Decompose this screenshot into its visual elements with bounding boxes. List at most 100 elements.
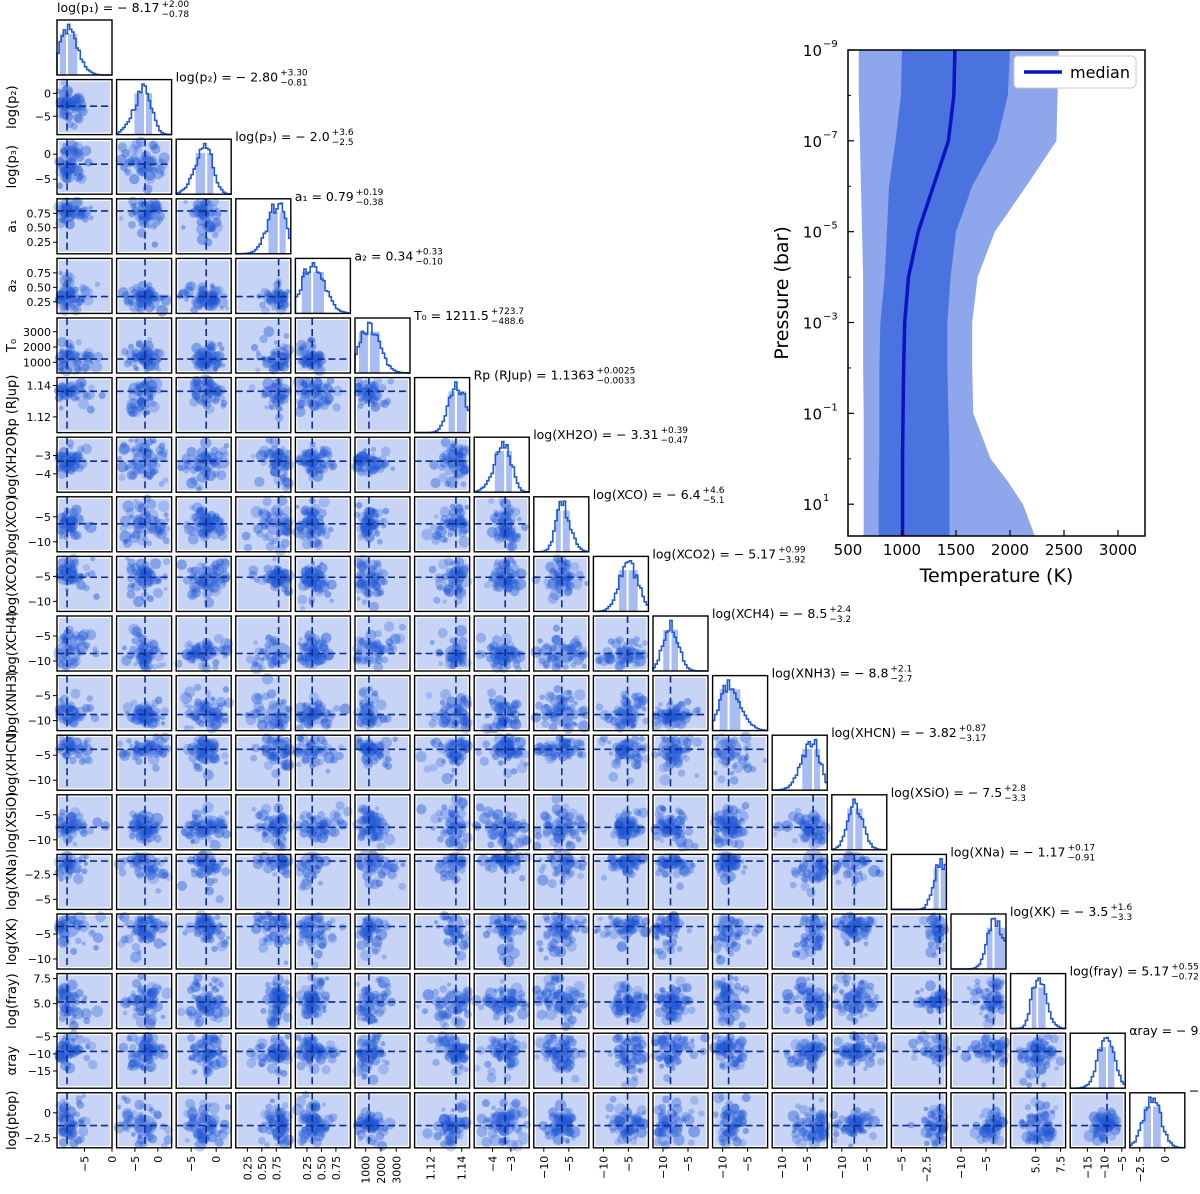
sample-blob (62, 142, 68, 148)
sample-blob (544, 691, 556, 702)
sample-blob (253, 640, 259, 645)
y-tick-label: 3000 (23, 326, 51, 339)
sample-blob (186, 281, 197, 292)
sample-blob (191, 809, 202, 819)
sample-blob (78, 382, 84, 389)
sample-blob (158, 447, 168, 458)
contour-T0-Rp (353, 376, 411, 434)
sample-blob (274, 361, 285, 372)
sample-blob (243, 543, 253, 553)
density-core (199, 352, 214, 366)
sample-blob (88, 360, 94, 365)
sample-blob (147, 595, 154, 603)
sample-blob (153, 364, 160, 371)
y-tick-label: 1.12 (27, 411, 52, 424)
sample-blob (487, 497, 495, 504)
sample-blob (70, 390, 82, 403)
sample-blob (116, 740, 124, 748)
contour-H2O-SiO (472, 794, 532, 853)
sample-blob (71, 207, 83, 219)
sample-blob (147, 721, 154, 728)
sample-blob (160, 294, 172, 306)
sample-blob (383, 833, 396, 846)
sample-blob (272, 297, 279, 303)
sample-blob (221, 363, 226, 368)
sample-blob (717, 775, 726, 784)
sample-blob (604, 653, 616, 665)
sample-blob (273, 340, 278, 345)
sample-blob (318, 496, 330, 508)
sample-blob (129, 153, 139, 162)
sample-blob (370, 446, 377, 453)
sample-blob (164, 517, 170, 522)
sample-blob (205, 365, 214, 374)
param-error-lower: −2.7 (890, 675, 912, 685)
contour-p2-SiO (115, 794, 173, 851)
sample-blob (312, 357, 319, 364)
sample-blob (126, 738, 132, 744)
sample-blob (148, 401, 160, 413)
sample-blob (633, 636, 640, 643)
sample-blob (130, 206, 140, 216)
y-tick-label: −5 (35, 110, 51, 123)
sample-blob (374, 806, 380, 811)
sample-blob (221, 829, 231, 839)
sample-blob (213, 208, 222, 217)
param-error-lower: −0.81 (280, 79, 308, 89)
sample-blob (75, 339, 82, 346)
y-axis-label: log(XHCN) (5, 729, 20, 796)
y-tick-label: 0.50 (27, 222, 52, 235)
sample-blob (66, 145, 78, 157)
contour-p1-HCN (54, 734, 113, 791)
sample-blob (60, 147, 68, 155)
panel-frame (294, 257, 352, 315)
sample-blob (357, 403, 364, 409)
sample-blob (357, 533, 365, 541)
sample-blob (127, 558, 136, 567)
density-background (118, 379, 170, 431)
sample-blob (153, 215, 163, 226)
sample-blob (272, 358, 278, 364)
panel-frame (354, 317, 411, 374)
y-tick-label: 1000 (23, 356, 51, 369)
param-error-upper: +3.30 (280, 69, 308, 79)
param-title-p3: log(p₃) = − 2.0 +3.6−2.5 (235, 128, 354, 148)
sample-blob (659, 774, 671, 786)
panel-frame (56, 198, 113, 255)
sample-blob (137, 287, 146, 296)
sample-blob (224, 810, 230, 816)
param-title-text: log(XH2O) = − 3.31 (533, 427, 658, 442)
sample-blob (160, 715, 166, 721)
sample-blob (192, 199, 204, 211)
contour-H2O-CO (473, 496, 530, 553)
sample-blob (183, 523, 195, 535)
contour-CH4-HCN (651, 733, 709, 791)
sample-blob (65, 157, 77, 169)
sample-blob (60, 100, 67, 107)
sample-blob (210, 696, 216, 702)
y-tick-label: 0.25 (27, 296, 52, 309)
sample-blob (198, 210, 206, 218)
sample-blob (161, 661, 167, 667)
sample-blob (356, 596, 361, 601)
sample-blob (332, 403, 341, 412)
sample-blob (561, 803, 570, 812)
sample-blob (88, 384, 95, 392)
sample-blob (327, 526, 334, 533)
sample-blob (79, 283, 87, 292)
sample-blob (191, 658, 196, 664)
sample-blob (74, 211, 85, 221)
density-background (178, 200, 230, 252)
sample-blob (377, 740, 385, 749)
contour-H2O-HCN (473, 732, 530, 791)
sample-blob (156, 387, 163, 394)
sample-blob (57, 96, 65, 104)
y-axis-label: log(XCH4) (5, 611, 20, 676)
sample-blob (246, 655, 255, 664)
sample-blob (155, 164, 166, 175)
sample-blob (55, 165, 68, 178)
sample-blob (135, 340, 143, 348)
sample-blob (146, 166, 153, 173)
sample-blob (128, 221, 136, 229)
panel-frame (56, 376, 113, 434)
